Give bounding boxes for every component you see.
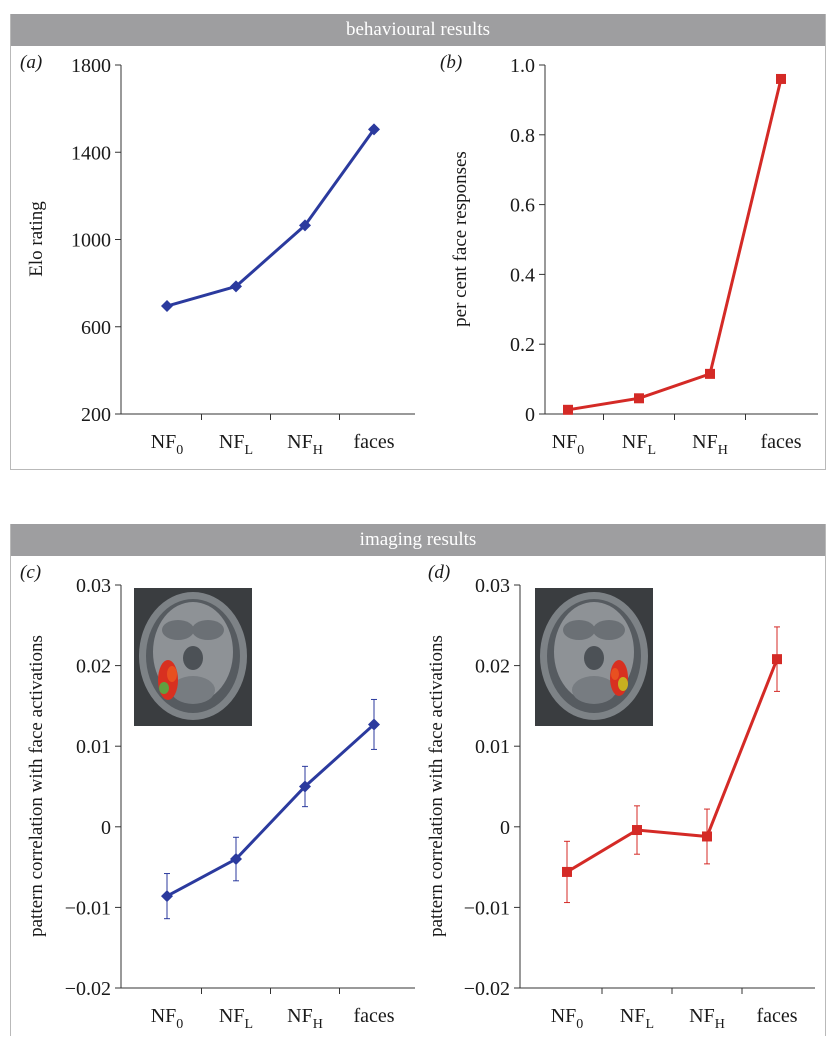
y-axis-label: Elo rating bbox=[26, 201, 47, 277]
data-point bbox=[299, 219, 311, 232]
data-point bbox=[368, 123, 380, 136]
data-point bbox=[705, 368, 715, 379]
panel-letter-b: (b) bbox=[440, 52, 463, 73]
y-tick-label: 0.01 bbox=[76, 736, 111, 758]
data-point bbox=[772, 654, 782, 665]
y-tick-label: 0.02 bbox=[475, 656, 510, 678]
y-tick-label: 1400 bbox=[71, 142, 111, 164]
data-point bbox=[562, 866, 572, 877]
brain-scan-inset-d bbox=[535, 588, 653, 726]
series-line bbox=[566, 658, 779, 874]
y-tick-label: 0.4 bbox=[510, 264, 535, 286]
series-line bbox=[567, 78, 783, 412]
chart-b-percent-face-responses: 0 0.2 0.4 0.6 0.8 1.0 NF0 NFL NFH faces per cent f… bbox=[450, 55, 818, 458]
y-tick-label: 0.2 bbox=[510, 334, 535, 356]
x-tick-label: NF0 bbox=[551, 1005, 584, 1032]
x-tick-label: NFH bbox=[689, 1005, 725, 1032]
y-tick-label: 0.03 bbox=[475, 575, 510, 597]
x-tick-label: NF0 bbox=[151, 431, 184, 458]
y-tick-label: 0.8 bbox=[510, 125, 535, 147]
chart-d-pattern-correlation: −0.02 −0.01 0 0.01 0.02 0.03 NF0 NFL NFH faces pat… bbox=[426, 575, 815, 1032]
data-point bbox=[161, 890, 173, 903]
y-tick-label: 0 bbox=[101, 817, 111, 839]
x-tick-label: NF0 bbox=[552, 431, 585, 458]
data-point bbox=[299, 780, 311, 793]
x-tick-label: NFL bbox=[219, 1005, 253, 1032]
x-tick-label: faces bbox=[353, 1005, 394, 1027]
y-tick-label: 0 bbox=[525, 404, 535, 426]
y-tick-label: 0 bbox=[500, 817, 510, 839]
y-tick-label: 0.03 bbox=[76, 575, 111, 597]
chart-c-pattern-correlation: −0.02 −0.01 0 0.01 0.02 0.03 NF0 NFL NFH faces pat… bbox=[26, 575, 415, 1032]
x-tick-label: NFL bbox=[219, 431, 253, 458]
y-tick-label: 200 bbox=[81, 404, 111, 426]
y-tick-label: −0.02 bbox=[65, 978, 111, 1000]
y-tick-label: 600 bbox=[81, 317, 111, 339]
data-point bbox=[230, 280, 242, 293]
brain-scan-inset-c bbox=[134, 588, 252, 726]
y-tick-label: 0.02 bbox=[76, 656, 111, 678]
data-point bbox=[632, 825, 642, 836]
data-point bbox=[776, 73, 786, 84]
panel-letter-a: (a) bbox=[20, 52, 43, 73]
y-tick-label: −0.01 bbox=[464, 897, 510, 919]
series-line bbox=[166, 128, 376, 308]
data-point bbox=[161, 300, 173, 313]
panel-letter-c: (c) bbox=[20, 562, 42, 583]
y-tick-label: 1000 bbox=[71, 230, 111, 252]
x-tick-label: NFL bbox=[620, 1005, 654, 1032]
series-line bbox=[166, 723, 376, 898]
data-point bbox=[368, 718, 380, 731]
brain-scan-image-d bbox=[535, 588, 653, 726]
x-tick-label: faces bbox=[756, 1005, 797, 1027]
x-tick-label: NFH bbox=[692, 431, 728, 458]
chart-a-elo-rating: 200 600 1000 1400 1800 NF0 NFL NFH faces Elo rati… bbox=[26, 55, 415, 458]
y-axis-label: pattern correlation with face activation… bbox=[26, 635, 47, 937]
x-tick-label: faces bbox=[760, 431, 801, 453]
data-point bbox=[230, 853, 242, 866]
y-axis-label: pattern correlation with face activation… bbox=[426, 635, 447, 937]
x-tick-label: NFH bbox=[287, 1005, 323, 1032]
data-point bbox=[563, 404, 573, 415]
x-tick-label: NFH bbox=[287, 431, 323, 458]
y-tick-label: −0.02 bbox=[464, 978, 510, 1000]
y-tick-label: 0.6 bbox=[510, 195, 535, 217]
imaging-results-header: imaging results bbox=[11, 524, 825, 556]
y-axis-label: per cent face responses bbox=[450, 151, 471, 327]
panel-letter-d: (d) bbox=[428, 562, 451, 583]
x-tick-label: NF0 bbox=[151, 1005, 184, 1032]
data-point bbox=[702, 831, 712, 842]
y-tick-label: 1800 bbox=[71, 55, 111, 77]
x-tick-label: NFL bbox=[622, 431, 656, 458]
imaging-results-section: imaging results bbox=[10, 524, 826, 1036]
data-point bbox=[634, 393, 644, 404]
y-tick-label: −0.01 bbox=[65, 897, 111, 919]
behavioural-results-section: behavioural results bbox=[10, 14, 826, 470]
y-tick-label: 1.0 bbox=[510, 55, 535, 77]
brain-scan-image-c bbox=[134, 588, 252, 726]
y-tick-label: 0.01 bbox=[475, 736, 510, 758]
x-tick-label: faces bbox=[353, 431, 394, 453]
behavioural-results-header: behavioural results bbox=[11, 14, 825, 46]
